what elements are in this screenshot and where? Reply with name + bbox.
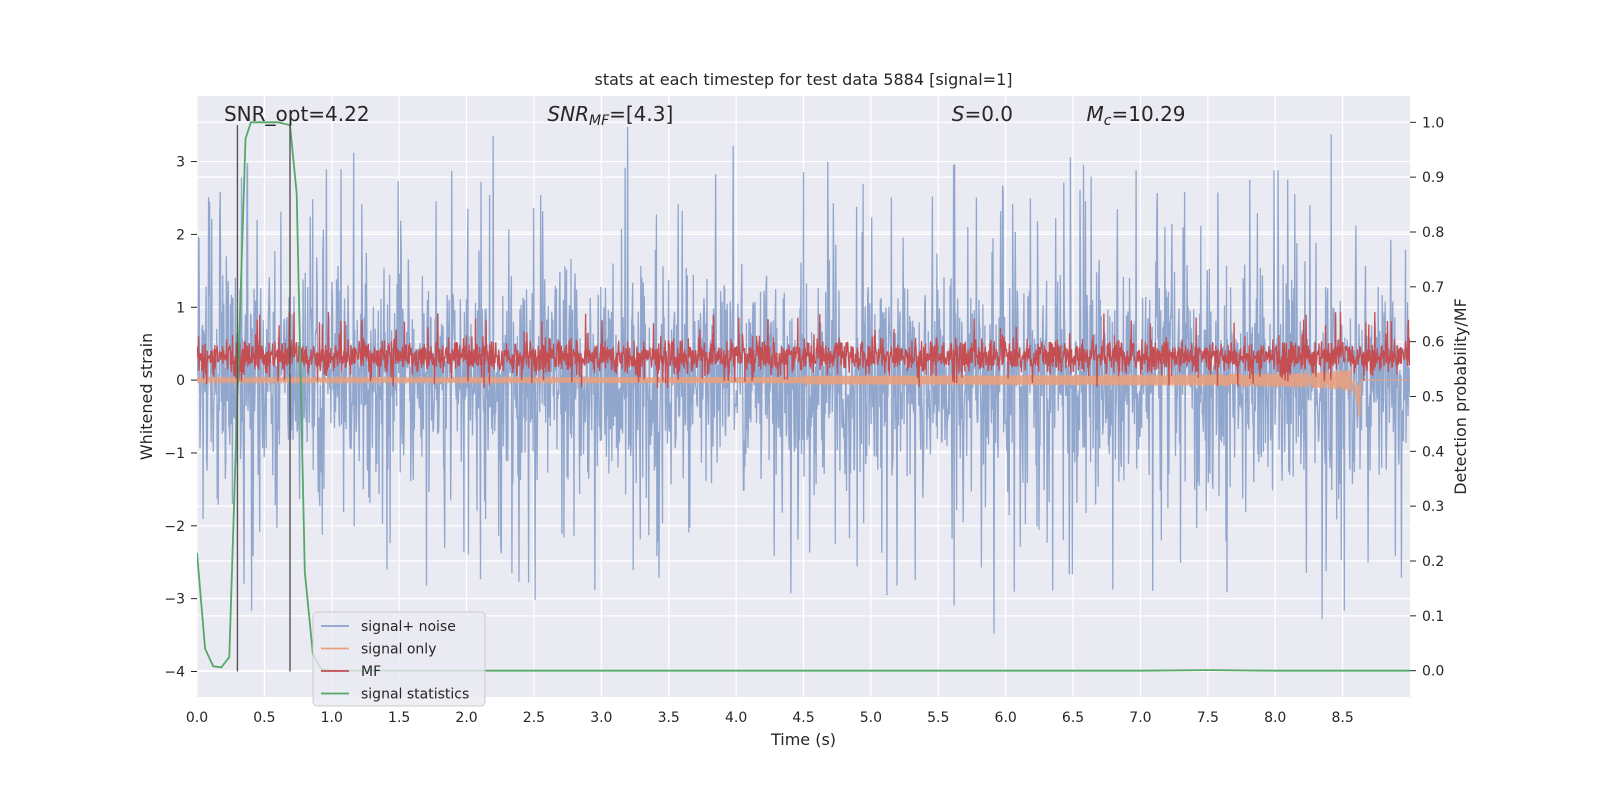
legend-entry: signal only xyxy=(361,642,436,658)
annotation: S=0.0 xyxy=(952,102,1013,126)
legend: signal+ noise signal only MF signal statist… xyxy=(312,611,486,707)
y2-tick-label: 0.9 xyxy=(1422,170,1444,186)
y2-tick-label: 1.0 xyxy=(1422,115,1444,131)
y-tick-label: 0 xyxy=(176,373,185,389)
legend-entry: signal+ noise xyxy=(361,619,456,635)
series-mf xyxy=(197,311,1410,389)
y-tick-label: −2 xyxy=(164,519,185,535)
annotations: SNR_opt=4.22 SNRMF=[4.3] S=0.0 Mc=10.29 xyxy=(224,102,1186,129)
legend-entry: MF xyxy=(361,664,381,680)
chart-title: stats at each timestep for test data 588… xyxy=(594,70,1012,89)
y-axis-label: Whitened strain xyxy=(137,333,156,460)
x-tick-label: 7.0 xyxy=(1129,710,1151,726)
x-tick-label: 2.0 xyxy=(455,710,477,726)
x-tick-label: 0.0 xyxy=(186,710,208,726)
y2-tick-label: 0.1 xyxy=(1422,609,1444,625)
y-axis-right: 0.0 0.1 0.2 0.3 0.4 0.5 0.6 0.7 0.8 0.9 1.0 xyxy=(1410,115,1444,680)
y2-tick-label: 0.3 xyxy=(1422,499,1444,515)
series-signal-statistics xyxy=(197,121,1410,672)
annotation: Mc=10.29 xyxy=(1087,102,1186,129)
x-tick-label: 5.0 xyxy=(860,710,882,726)
y-tick-label: 3 xyxy=(176,155,185,171)
x-tick-label: 4.5 xyxy=(792,710,814,726)
x-tick-label: 6.0 xyxy=(995,710,1017,726)
legend-box xyxy=(312,611,486,707)
legend-entry: signal statistics xyxy=(361,687,469,703)
y2-axis-label: Detection probability/MF xyxy=(1451,298,1470,495)
y2-tick-label: 0.4 xyxy=(1422,444,1444,460)
y-tick-label: −4 xyxy=(164,665,185,681)
x-tick-label: 0.5 xyxy=(253,710,275,726)
series-signal-only xyxy=(197,368,1410,418)
x-tick-label: 7.5 xyxy=(1197,710,1219,726)
x-tick-label: 1.0 xyxy=(321,710,343,726)
y-tick-label: 1 xyxy=(176,300,185,316)
y-axis-left: −4 −3 −2 −1 0 1 2 3 xyxy=(164,155,197,681)
annotation: SNRMF=[4.3] xyxy=(547,102,673,129)
annotation: SNR_opt=4.22 xyxy=(224,102,370,126)
x-tick-label: 5.5 xyxy=(927,710,949,726)
x-axis-label: Time (s) xyxy=(770,730,836,749)
series-layer xyxy=(197,121,1410,672)
y2-tick-label: 0.8 xyxy=(1422,225,1444,241)
x-tick-label: 3.0 xyxy=(590,710,612,726)
x-axis: 0.0 0.5 1.0 1.5 2.0 2.5 3.0 3.5 4.0 4.5 5.0 5.5 6.0 6… xyxy=(186,710,1354,726)
x-tick-label: 2.5 xyxy=(523,710,545,726)
y-tick-label: 2 xyxy=(176,227,185,243)
x-tick-label: 4.0 xyxy=(725,710,747,726)
x-tick-label: 3.5 xyxy=(658,710,680,726)
x-tick-label: 6.5 xyxy=(1062,710,1084,726)
y2-tick-label: 0.2 xyxy=(1422,554,1444,570)
x-tick-label: 8.0 xyxy=(1264,710,1286,726)
y-tick-label: −1 xyxy=(164,446,185,462)
y2-tick-label: 0.6 xyxy=(1422,335,1444,351)
y2-tick-label: 0.5 xyxy=(1422,390,1444,406)
y-tick-label: −3 xyxy=(164,592,185,608)
y2-tick-label: 0.0 xyxy=(1422,664,1444,680)
x-tick-label: 8.5 xyxy=(1331,710,1353,726)
y2-tick-label: 0.7 xyxy=(1422,280,1444,296)
x-tick-label: 1.5 xyxy=(388,710,410,726)
vline-layer xyxy=(236,125,291,672)
